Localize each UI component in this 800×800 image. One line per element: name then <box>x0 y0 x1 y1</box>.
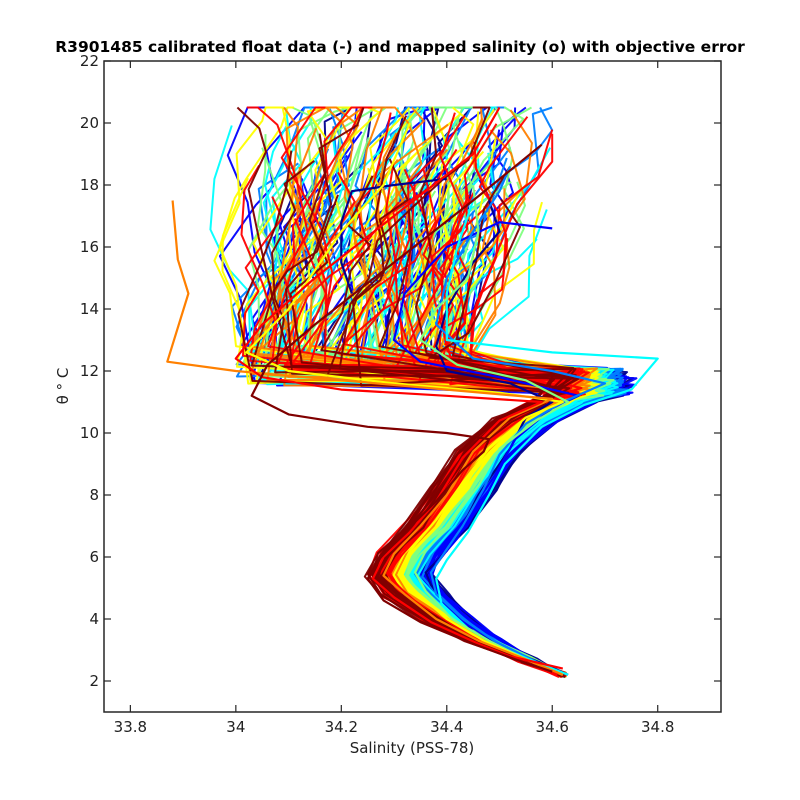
x-axis-label: Salinity (PSS-78) <box>350 739 475 757</box>
profile-line <box>271 160 577 675</box>
x-tick-label: 33.8 <box>114 718 147 736</box>
x-tick-label: 34 <box>226 718 245 736</box>
series-line <box>245 122 564 676</box>
series-line <box>250 143 553 673</box>
y-tick-label: 6 <box>89 548 99 566</box>
series-line <box>340 177 447 294</box>
x-axis: 33.8 34 34.2 34.4 34.6 34.8 <box>114 61 674 736</box>
y-tick-label: 20 <box>80 114 99 132</box>
y-tick-label: 10 <box>80 424 99 442</box>
x-tick-label: 34.2 <box>325 718 358 736</box>
series-line <box>166 200 564 676</box>
y-axis-label: θ ° C <box>54 368 72 405</box>
y-tick-label: 16 <box>80 238 99 256</box>
y-tick-label: 14 <box>80 300 99 318</box>
profile-lines <box>166 106 659 679</box>
series-line <box>234 106 558 676</box>
series-line <box>392 221 580 676</box>
y-axis: 2 4 6 8 10 12 14 16 18 20 22 <box>80 52 721 690</box>
x-tick-label: 34.6 <box>536 718 569 736</box>
profile-line <box>376 198 575 679</box>
y-tick-label: 8 <box>89 486 99 504</box>
y-tick-label: 4 <box>89 610 99 628</box>
plot-frame <box>103 60 722 713</box>
y-tick-label: 12 <box>80 362 99 380</box>
x-tick-label: 34.4 <box>430 718 463 736</box>
y-tick-label: 2 <box>89 672 99 690</box>
y-tick-label: 22 <box>80 52 99 70</box>
y-tick-label: 18 <box>80 176 99 194</box>
plot-area: 33.8 34 34.2 34.4 34.6 34.8 24681012141618202… <box>80 52 722 736</box>
x-tick-label: 34.8 <box>641 718 674 736</box>
profile-line <box>328 106 638 678</box>
series-line <box>414 184 570 676</box>
chart-title: R3901485 calibrated float data (-) and m… <box>55 38 745 56</box>
